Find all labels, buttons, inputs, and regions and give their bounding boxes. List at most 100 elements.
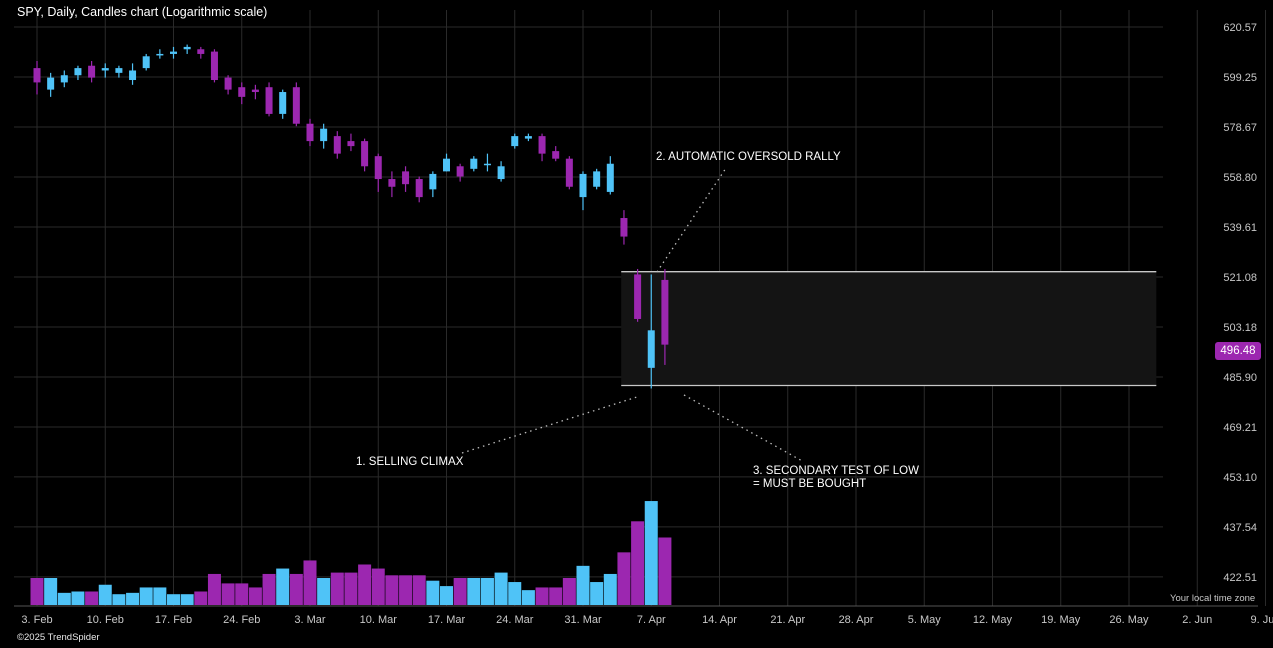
candle-body bbox=[415, 179, 423, 198]
candle-body bbox=[224, 77, 232, 90]
y-tick-label: 578.67 bbox=[1223, 122, 1257, 134]
candle bbox=[292, 82, 300, 127]
y-tick-label: 599.25 bbox=[1223, 72, 1257, 84]
volume-bar bbox=[467, 578, 481, 605]
candle-body bbox=[634, 274, 642, 319]
x-tick-label: 26. May bbox=[1109, 614, 1149, 626]
volume-bar bbox=[412, 575, 426, 605]
candle bbox=[347, 133, 355, 152]
x-tick-label: 28. Apr bbox=[839, 614, 874, 626]
candle-body bbox=[443, 158, 450, 172]
candle-body bbox=[620, 218, 628, 237]
volume-bar bbox=[112, 594, 126, 605]
candle-body bbox=[511, 136, 519, 147]
y-tick-label: 539.61 bbox=[1223, 222, 1257, 234]
volume-bar bbox=[535, 587, 549, 605]
candle bbox=[456, 163, 464, 182]
volume-bar bbox=[426, 580, 440, 605]
candle-body bbox=[320, 128, 328, 142]
annotation-selling-climax: 1. SELLING CLIMAX bbox=[356, 456, 464, 468]
candle bbox=[388, 171, 396, 198]
candle-body bbox=[606, 163, 614, 192]
x-tick-label: 19. May bbox=[1041, 614, 1081, 626]
candle bbox=[74, 65, 82, 81]
volume-bar bbox=[207, 573, 221, 605]
volume-bar bbox=[385, 575, 399, 605]
volume-bar bbox=[494, 572, 508, 605]
volume-bar bbox=[399, 575, 413, 605]
candle-body bbox=[647, 330, 655, 368]
candle bbox=[320, 123, 328, 149]
candle-body bbox=[565, 158, 573, 187]
candle bbox=[538, 133, 546, 162]
last-price-badge: 496.48 bbox=[1215, 342, 1261, 360]
y-tick-label: 503.18 bbox=[1223, 322, 1257, 334]
candle bbox=[170, 46, 177, 59]
x-tick-label: 9. Jun bbox=[1251, 614, 1273, 626]
candle-body bbox=[183, 46, 191, 50]
volume-bar bbox=[358, 564, 372, 605]
y-tick-label: 453.10 bbox=[1223, 472, 1257, 484]
candle bbox=[497, 161, 505, 182]
volume-bar bbox=[85, 591, 99, 605]
volume-bar bbox=[98, 584, 112, 605]
candle bbox=[60, 70, 68, 88]
volume-bar bbox=[221, 583, 235, 605]
volume-bar bbox=[289, 573, 303, 605]
y-tick-label: 620.57 bbox=[1223, 22, 1257, 34]
candle bbox=[279, 89, 287, 119]
candles bbox=[33, 44, 669, 389]
volume-bar bbox=[180, 594, 194, 605]
volume-bar bbox=[631, 521, 645, 605]
volume-bar bbox=[30, 578, 44, 605]
x-tick-label: 2. Jun bbox=[1182, 614, 1212, 626]
candle-body bbox=[497, 166, 505, 180]
candle-body bbox=[306, 123, 314, 142]
candle bbox=[593, 168, 601, 190]
x-tick-label: 7. Apr bbox=[637, 614, 666, 626]
volume-bar bbox=[617, 552, 631, 605]
candle bbox=[402, 166, 410, 192]
candle-body bbox=[74, 68, 82, 76]
volume-bar bbox=[71, 591, 85, 605]
candle-body bbox=[456, 166, 464, 177]
y-tick-label: 521.08 bbox=[1223, 272, 1257, 284]
x-tick-label: 24. Mar bbox=[496, 614, 534, 626]
volume-bar bbox=[603, 573, 617, 605]
volume-bar bbox=[521, 590, 535, 605]
volume-bar bbox=[276, 568, 290, 605]
candle bbox=[333, 131, 341, 159]
y-tick-label: 485.90 bbox=[1223, 372, 1257, 384]
volume-bar bbox=[344, 572, 358, 605]
candle bbox=[183, 44, 191, 54]
candle bbox=[101, 63, 109, 78]
volume-bar bbox=[153, 587, 167, 605]
annotation-line-rally bbox=[656, 167, 727, 273]
annotation-automatic-rally: 2. AUTOMATIC OVERSOLD RALLY bbox=[656, 151, 841, 163]
y-tick-label: 558.80 bbox=[1223, 172, 1257, 184]
y-tick-label: 469.21 bbox=[1223, 422, 1257, 434]
candle-body bbox=[279, 92, 287, 114]
x-tick-label: 24. Feb bbox=[223, 614, 260, 626]
candle bbox=[483, 153, 491, 172]
x-tick-label: 14. Apr bbox=[702, 614, 737, 626]
annotation-line-test bbox=[683, 394, 805, 463]
candle bbox=[511, 133, 519, 149]
candle bbox=[361, 138, 369, 172]
support-zone bbox=[621, 271, 1157, 387]
volume-bar bbox=[658, 537, 672, 605]
candle-body bbox=[251, 89, 259, 93]
volume-bar bbox=[453, 578, 467, 605]
volume-bar bbox=[126, 592, 140, 605]
candle-body bbox=[142, 56, 150, 69]
candle bbox=[129, 63, 137, 85]
candle bbox=[210, 49, 218, 83]
candle bbox=[115, 65, 123, 78]
candle-body bbox=[115, 68, 123, 73]
timezone-label[interactable]: Your local time zone bbox=[1170, 593, 1256, 604]
volume-bars bbox=[30, 501, 672, 605]
candle bbox=[265, 82, 273, 117]
candle-body bbox=[552, 151, 560, 159]
candle-body bbox=[593, 171, 601, 187]
